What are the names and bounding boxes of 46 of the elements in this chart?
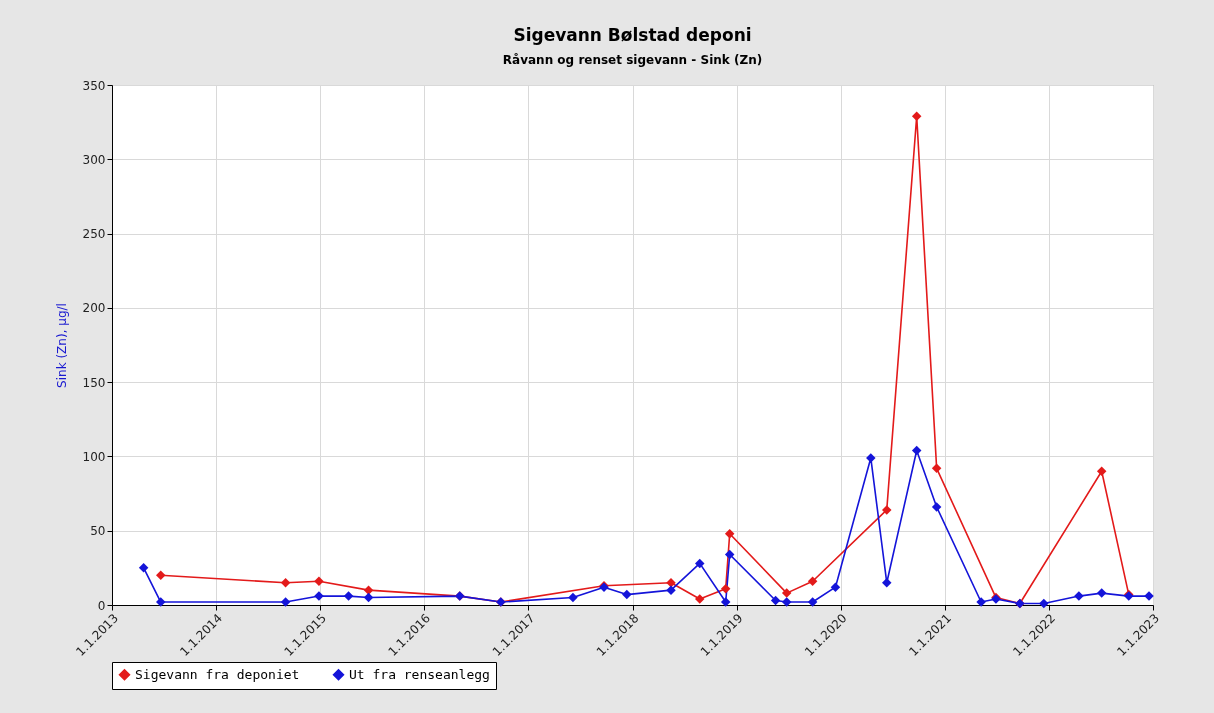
- point: [770, 595, 781, 606]
- y-tick-label: 0: [97, 598, 106, 613]
- point: [156, 570, 166, 581]
- point: [866, 453, 876, 463]
- point: [882, 505, 892, 515]
- y-axis-title: Sink (Zn), µg/l: [54, 303, 69, 388]
- point: [911, 111, 922, 121]
- y-tick-label: 100: [82, 449, 106, 464]
- point: [724, 549, 735, 560]
- point: [666, 577, 676, 588]
- point: [280, 577, 291, 588]
- point: [138, 563, 149, 573]
- point: [830, 582, 841, 592]
- y-tick-label: 300: [82, 152, 106, 167]
- point: [280, 597, 291, 607]
- point: [568, 592, 578, 603]
- point: [724, 528, 735, 539]
- point: [931, 463, 942, 474]
- point: [807, 597, 818, 607]
- point: [695, 594, 705, 604]
- y-tick-label: 50: [90, 524, 106, 539]
- y-tick-label: 200: [82, 301, 106, 316]
- point: [931, 502, 942, 512]
- point: [1039, 598, 1049, 609]
- point: [622, 589, 632, 600]
- point: [314, 576, 324, 586]
- chart-subtitle: Råvann og renset sigevann - Sink (Zn): [502, 53, 763, 67]
- legend-label: Sigevann fra deponiet: [135, 666, 300, 682]
- y-tick-label: 250: [82, 227, 106, 242]
- point: [1096, 588, 1107, 598]
- point: [1096, 466, 1107, 477]
- point: [720, 583, 731, 594]
- point: [343, 591, 354, 601]
- point: [720, 597, 731, 607]
- y-tick-label: 150: [82, 375, 106, 390]
- point: [911, 445, 922, 456]
- legend-label: Ut fra renseanlegg: [349, 666, 490, 682]
- chart-title: Sigevann Bølstad deponi: [513, 25, 752, 45]
- y-tick-label: 350: [82, 78, 106, 93]
- point: [781, 597, 792, 607]
- point: [781, 588, 792, 598]
- point: [363, 585, 374, 595]
- point: [363, 592, 374, 603]
- point: [156, 597, 166, 607]
- point: [695, 558, 705, 569]
- point: [807, 576, 818, 586]
